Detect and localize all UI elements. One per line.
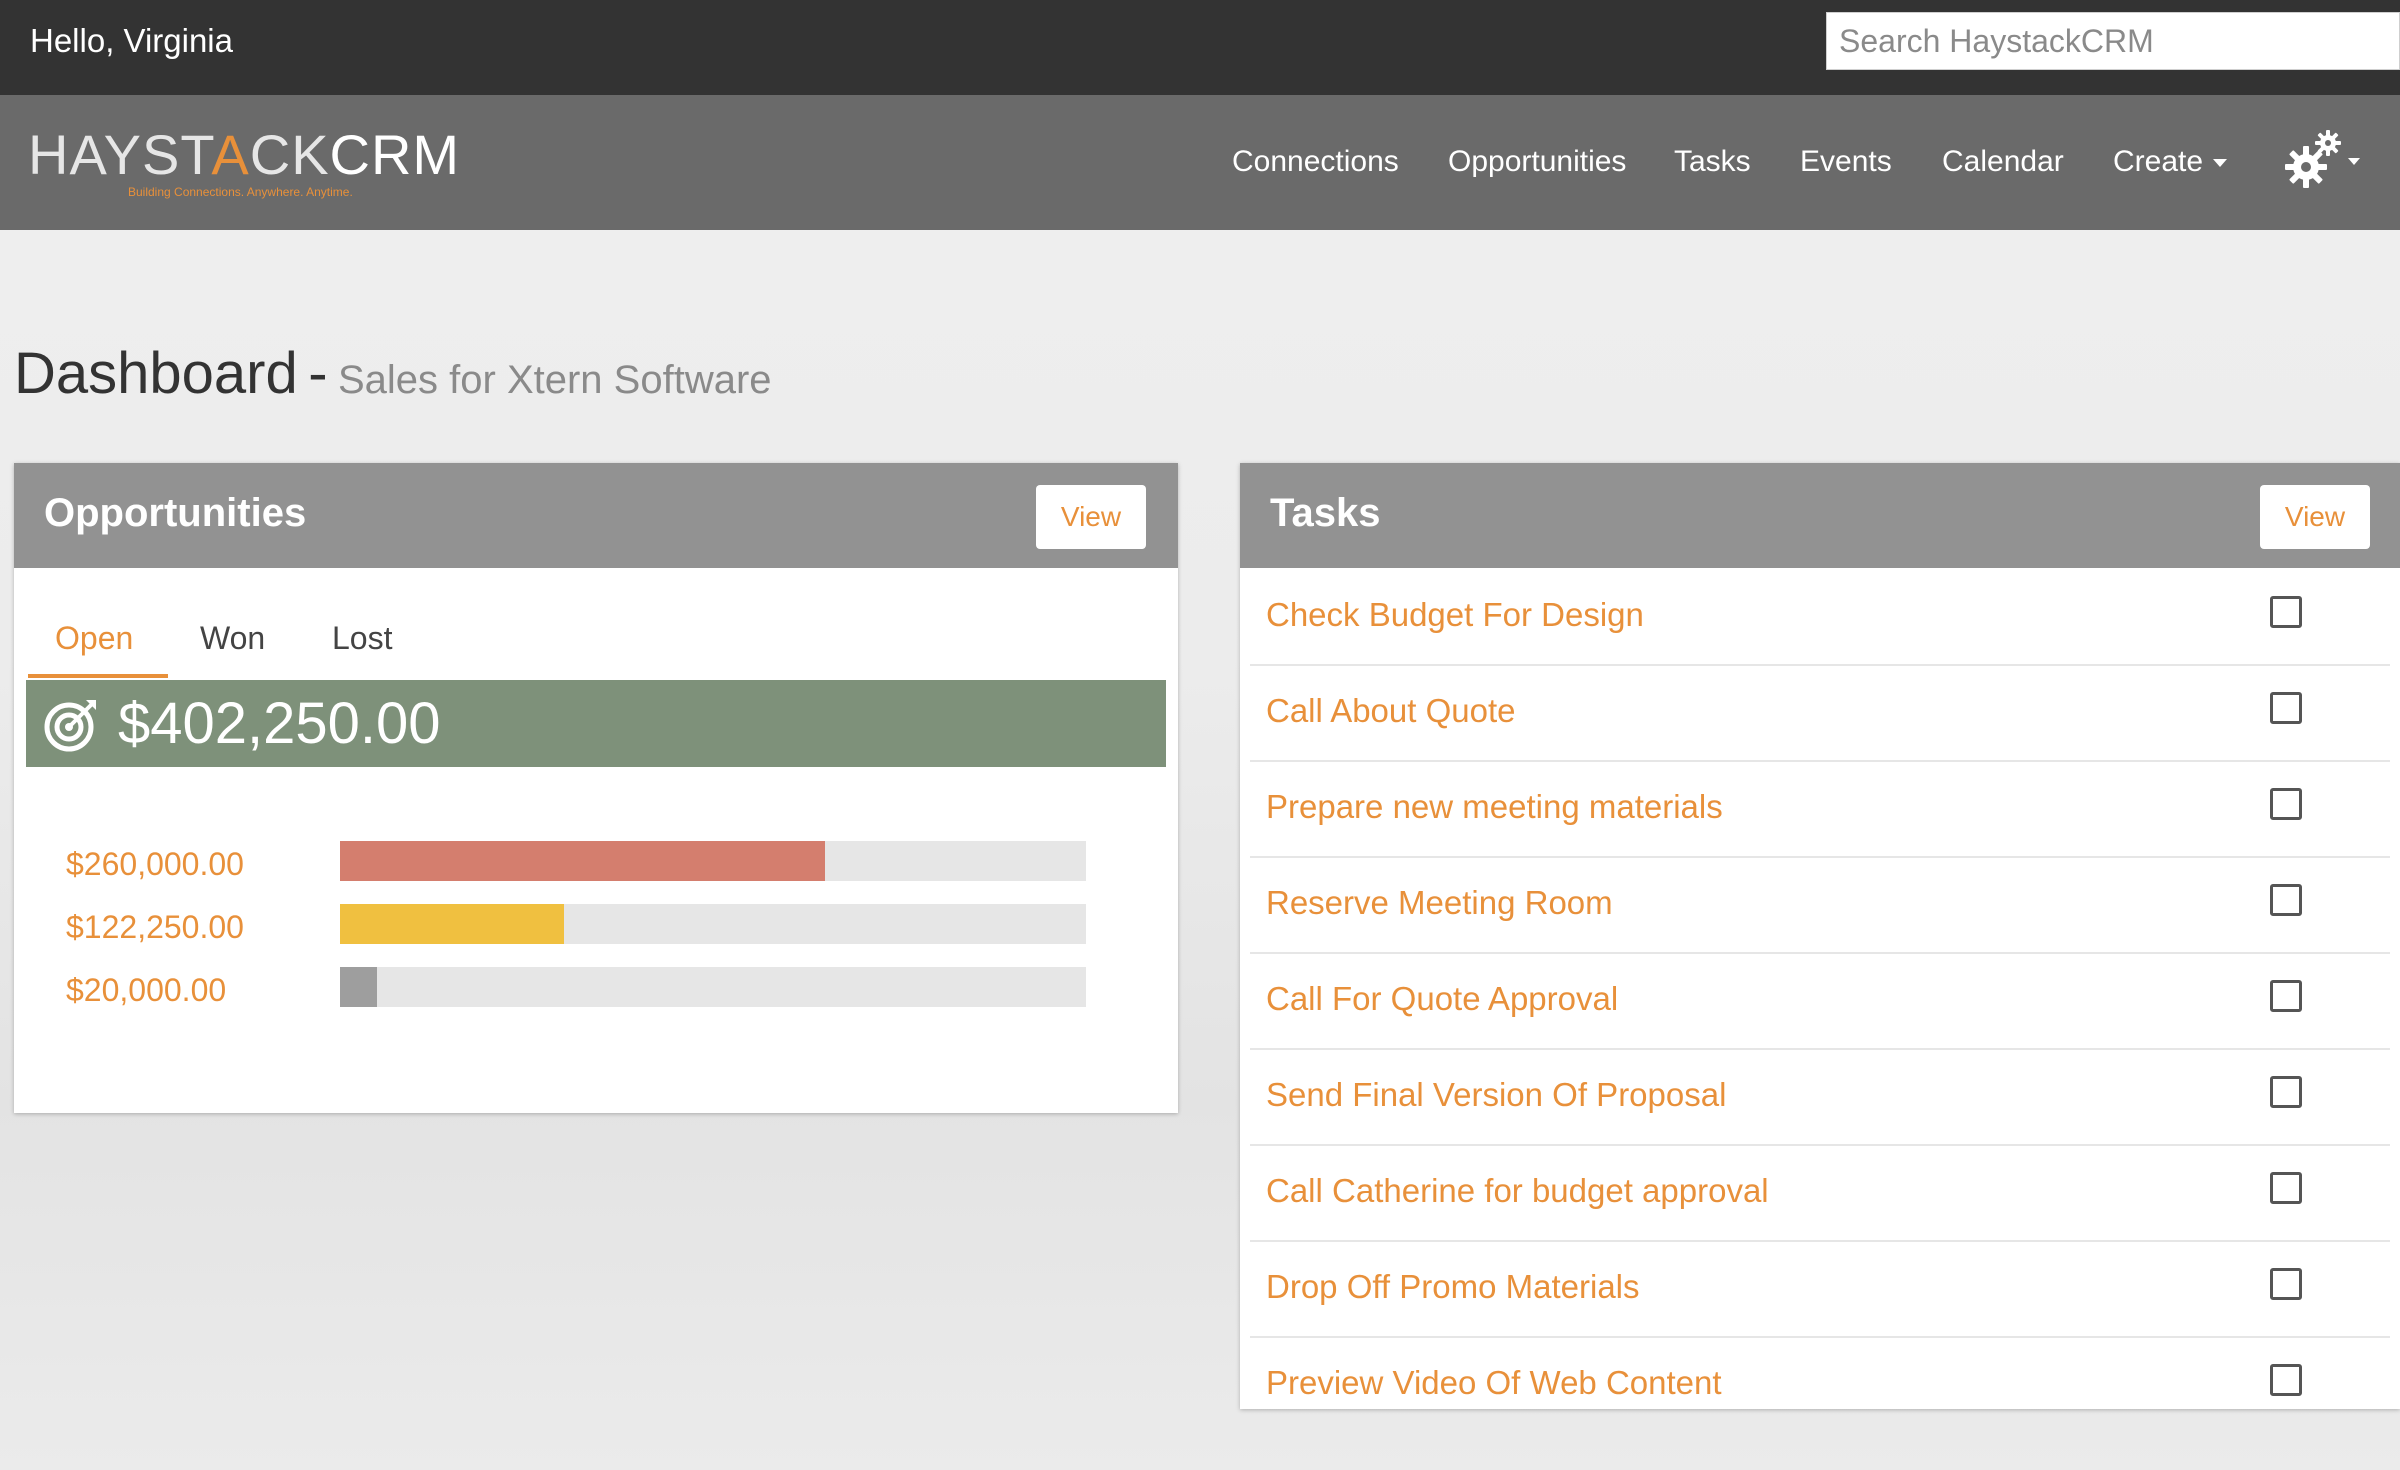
task-label[interactable]: Call Catherine for budget approval xyxy=(1266,1172,1769,1209)
task-row: Check Budget For Design xyxy=(1250,568,2390,666)
task-checkbox[interactable] xyxy=(2270,1268,2302,1300)
gear-icon xyxy=(2285,130,2360,188)
task-label[interactable]: Drop Off Promo Materials xyxy=(1266,1268,1640,1305)
tab-open[interactable]: Open xyxy=(55,620,134,656)
opportunities-view-button[interactable]: View xyxy=(1036,485,1146,549)
opportunity-progress-fill-3 xyxy=(340,967,378,1007)
nav-connections[interactable]: Connections xyxy=(1232,145,1399,178)
tab-lost[interactable]: Lost xyxy=(332,620,393,656)
tab-open-underline xyxy=(28,674,168,678)
task-row: Call About Quote xyxy=(1250,664,2390,762)
page-subtitle: Sales for Xtern Software xyxy=(337,358,772,402)
opportunity-progress-fill-1 xyxy=(340,841,825,881)
task-row: Call Catherine for budget approval xyxy=(1250,1144,2390,1242)
task-row: Call For Quote Approval xyxy=(1250,952,2390,1050)
opportunities-total-bar: $402,250.00 xyxy=(26,680,1166,767)
tasks-view-button[interactable]: View xyxy=(2260,485,2370,549)
opportunity-progress-fill-2 xyxy=(340,904,564,944)
title-separator: - xyxy=(308,341,328,406)
task-row: Reserve Meeting Room xyxy=(1250,856,2390,954)
opportunities-title: Opportunities xyxy=(44,491,307,535)
opportunity-progress-3 xyxy=(340,967,1086,1007)
task-checkbox[interactable] xyxy=(2270,692,2302,724)
nav-opportunities[interactable]: Opportunities xyxy=(1448,145,1627,178)
task-label[interactable]: Send Final Version Of Proposal xyxy=(1266,1076,1727,1113)
nav-create-label: Create xyxy=(2113,145,2204,178)
task-label[interactable]: Call About Quote xyxy=(1266,692,1516,729)
task-label[interactable]: Preview Video Of Web Content xyxy=(1266,1364,1722,1401)
tasks-title: Tasks xyxy=(1270,491,1381,535)
task-checkbox[interactable] xyxy=(2270,596,2302,628)
page-title: Dashboard xyxy=(14,341,298,406)
task-label[interactable]: Prepare new meeting materials xyxy=(1266,788,1723,825)
chevron-down-icon xyxy=(2213,159,2228,168)
task-checkbox[interactable] xyxy=(2270,788,2302,820)
task-row: Drop Off Promo Materials xyxy=(1250,1240,2390,1338)
nav-calendar[interactable]: Calendar xyxy=(1942,145,2064,178)
task-checkbox[interactable] xyxy=(2270,1364,2302,1396)
nav-create[interactable]: Create xyxy=(2113,145,2228,179)
page-heading: Dashboard - Sales for Xtern Software xyxy=(14,340,772,407)
task-label[interactable]: Reserve Meeting Room xyxy=(1266,884,1613,921)
tasks-panel-header: Tasks View xyxy=(1240,463,2400,568)
opportunity-amount-3: $20,000.00 xyxy=(66,972,227,1008)
nav-events[interactable]: Events xyxy=(1800,145,1892,178)
logo-wordmark: HAYSTACKCRM xyxy=(28,123,461,186)
task-label[interactable]: Call For Quote Approval xyxy=(1266,980,1619,1017)
logo-tagline: Building Connections. Anywhere. Anytime. xyxy=(128,185,353,199)
opportunities-total-amount: $402,250.00 xyxy=(118,691,441,756)
main-navbar: HAYSTACKCRM Building Connections. Anywhe… xyxy=(0,95,2400,230)
task-row: Send Final Version Of Proposal xyxy=(1250,1048,2390,1146)
task-row: Preview Video Of Web Content xyxy=(1250,1336,2390,1409)
opportunities-panel: Opportunities View xyxy=(14,463,1178,1113)
opportunity-amount-1: $260,000.00 xyxy=(66,846,244,882)
task-checkbox[interactable] xyxy=(2270,1076,2302,1108)
opportunities-panel-header: Opportunities View xyxy=(14,463,1178,568)
logo[interactable]: HAYSTACKCRM Building Connections. Anywhe… xyxy=(28,123,461,200)
tasks-panel: Tasks View Check Budget For Design Call … xyxy=(1240,463,2400,1409)
task-row: Prepare new meeting materials xyxy=(1250,760,2390,858)
task-checkbox[interactable] xyxy=(2270,980,2302,1012)
task-label[interactable]: Check Budget For Design xyxy=(1266,596,1644,633)
settings-menu[interactable] xyxy=(2282,125,2362,195)
search-input[interactable] xyxy=(1826,12,2400,70)
task-checkbox[interactable] xyxy=(2270,1172,2302,1204)
tab-won[interactable]: Won xyxy=(200,620,266,656)
opportunity-progress-1 xyxy=(340,841,1086,881)
task-checkbox[interactable] xyxy=(2270,884,2302,916)
opportunity-amount-2: $122,250.00 xyxy=(66,909,244,945)
greeting: Hello, Virginia xyxy=(30,22,233,59)
target-icon xyxy=(44,700,96,752)
opportunity-progress-2 xyxy=(340,904,1086,944)
top-bar: Hello, Virginia xyxy=(0,0,2400,95)
nav-tasks[interactable]: Tasks xyxy=(1674,145,1751,178)
